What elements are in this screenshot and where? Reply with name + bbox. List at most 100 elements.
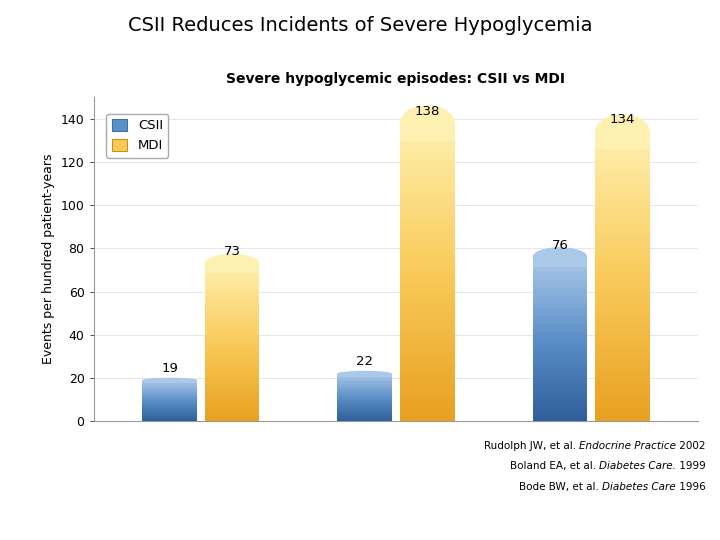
Bar xyxy=(533,387,588,388)
Bar xyxy=(533,414,588,415)
Bar xyxy=(204,387,259,388)
Bar xyxy=(204,276,259,277)
Bar xyxy=(533,369,588,370)
Bar xyxy=(595,142,649,143)
Bar xyxy=(400,154,454,156)
Bar xyxy=(533,370,588,371)
Bar xyxy=(204,376,259,377)
Bar xyxy=(595,330,649,332)
Bar xyxy=(595,353,649,355)
Bar xyxy=(400,390,454,392)
Bar xyxy=(595,251,649,252)
Bar xyxy=(204,401,259,402)
Bar xyxy=(400,225,454,226)
Bar xyxy=(533,285,588,286)
Bar xyxy=(533,386,588,387)
Bar xyxy=(533,399,588,400)
Bar xyxy=(204,348,259,349)
Bar xyxy=(204,313,259,314)
Bar xyxy=(595,138,649,139)
Bar xyxy=(204,332,259,333)
Bar xyxy=(204,392,259,393)
Bar xyxy=(400,238,454,239)
Bar xyxy=(204,383,259,384)
Bar xyxy=(400,223,454,225)
Bar xyxy=(533,336,588,338)
Bar xyxy=(400,353,454,354)
Bar xyxy=(595,243,649,245)
Bar xyxy=(595,132,649,149)
Bar xyxy=(204,289,259,291)
Bar xyxy=(595,151,649,152)
Bar xyxy=(400,403,454,405)
Bar xyxy=(400,268,454,269)
Bar xyxy=(204,312,259,313)
Bar xyxy=(204,402,259,403)
Bar xyxy=(400,311,454,313)
Bar xyxy=(400,329,454,330)
Bar xyxy=(400,174,454,176)
Bar xyxy=(204,413,259,414)
Bar xyxy=(400,374,454,375)
Bar xyxy=(533,292,588,293)
Bar xyxy=(204,409,259,410)
Bar xyxy=(595,314,649,315)
Bar xyxy=(400,313,454,314)
Bar xyxy=(595,298,649,300)
Bar xyxy=(400,164,454,165)
Bar xyxy=(595,336,649,338)
Bar xyxy=(400,265,454,266)
Bar xyxy=(204,417,259,418)
Bar xyxy=(533,320,588,321)
Bar xyxy=(400,244,454,245)
Bar xyxy=(400,207,454,208)
Bar xyxy=(400,248,454,250)
Bar xyxy=(400,284,454,286)
Bar xyxy=(400,253,454,254)
Bar xyxy=(595,285,649,287)
Bar xyxy=(204,375,259,376)
Text: 1999: 1999 xyxy=(676,461,706,471)
Bar xyxy=(204,272,259,273)
Bar xyxy=(400,193,454,194)
Text: 2002: 2002 xyxy=(676,441,706,451)
Bar xyxy=(595,292,649,294)
Bar xyxy=(533,317,588,318)
Bar xyxy=(204,366,259,367)
Bar xyxy=(204,390,259,391)
Bar xyxy=(400,303,454,305)
Bar xyxy=(400,314,454,315)
Bar xyxy=(204,321,259,322)
Bar xyxy=(595,363,649,364)
Bar xyxy=(595,415,649,417)
Bar xyxy=(533,342,588,343)
Bar xyxy=(595,396,649,398)
Bar xyxy=(204,298,259,299)
Bar xyxy=(400,400,454,402)
Bar xyxy=(595,206,649,207)
Bar xyxy=(533,267,588,268)
Bar xyxy=(595,310,649,311)
Bar xyxy=(400,333,454,335)
Bar xyxy=(533,391,588,392)
Bar xyxy=(400,278,454,280)
Bar xyxy=(400,262,454,263)
Bar xyxy=(595,272,649,274)
Bar xyxy=(204,403,259,404)
Bar xyxy=(595,282,649,284)
Bar xyxy=(533,264,588,265)
Bar xyxy=(595,295,649,297)
Ellipse shape xyxy=(400,105,454,141)
Bar xyxy=(204,365,259,366)
Bar xyxy=(533,350,588,352)
Bar xyxy=(400,148,454,150)
Bar xyxy=(400,254,454,256)
Bar xyxy=(595,404,649,406)
Bar xyxy=(595,143,649,145)
Bar xyxy=(400,194,454,196)
Bar xyxy=(595,170,649,171)
Bar xyxy=(533,335,588,336)
Bar xyxy=(533,394,588,395)
Bar xyxy=(595,255,649,256)
Bar xyxy=(533,348,588,349)
